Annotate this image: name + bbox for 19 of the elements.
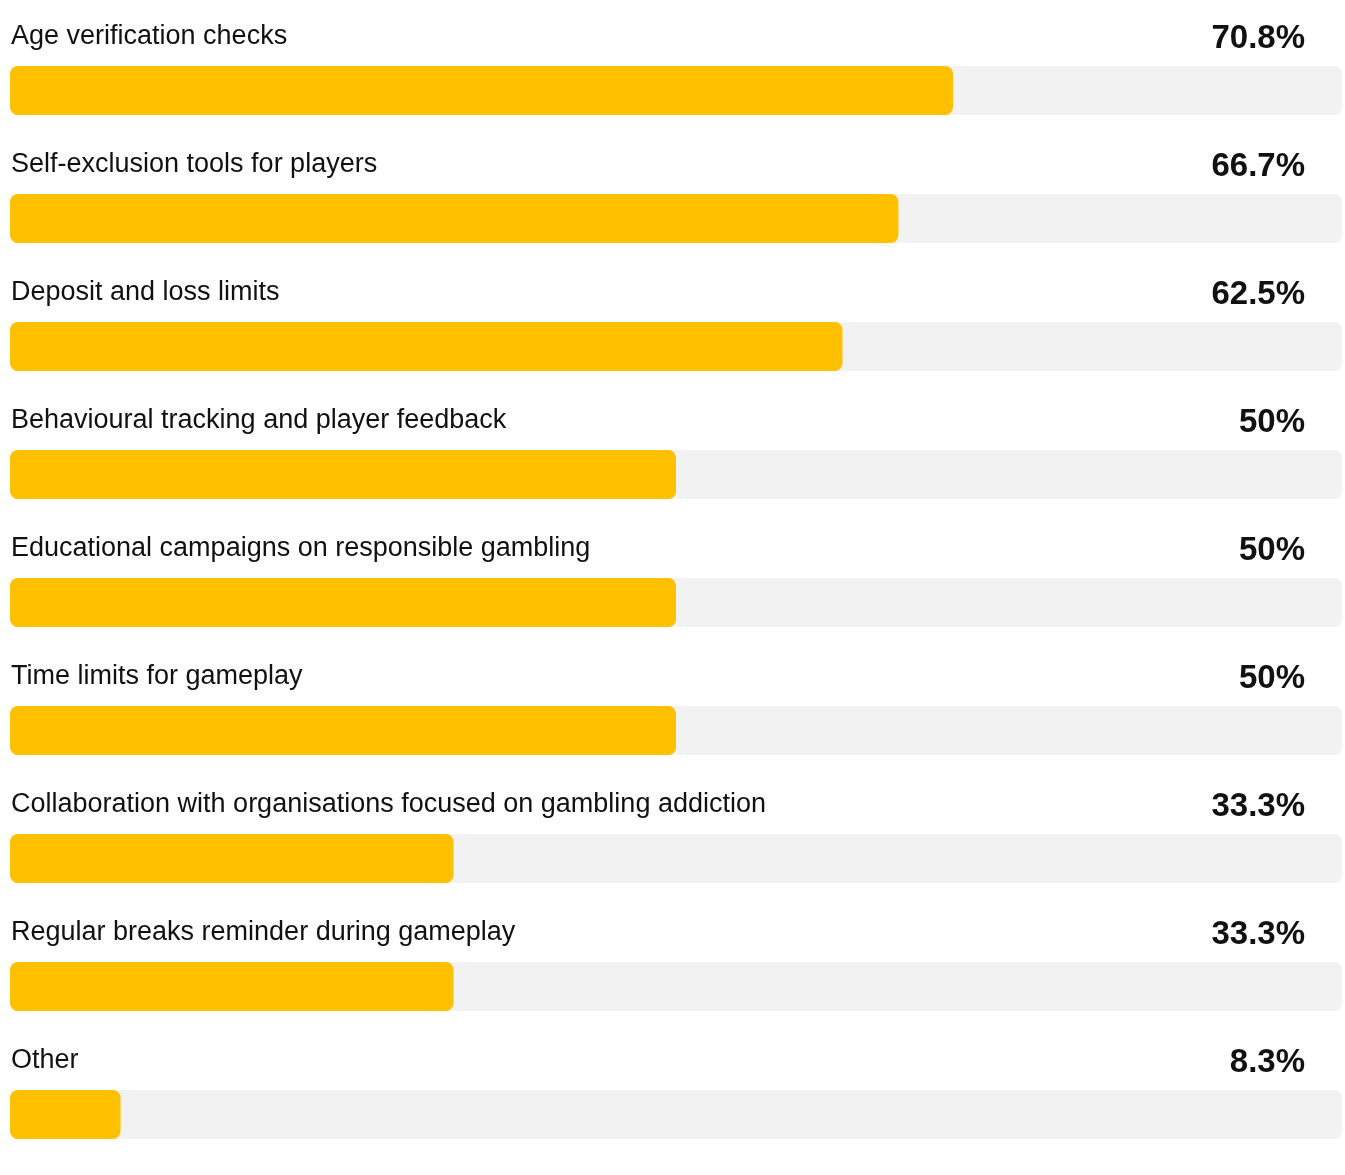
y-tick-label: Regular breaks reminder during gameplay	[11, 916, 516, 946]
y-tick-label: Other	[11, 1044, 79, 1074]
y-tick-label: Age verification checks	[11, 20, 288, 50]
data-label: 33.3%	[1211, 914, 1305, 951]
data-label: 50%	[1238, 658, 1305, 695]
data-label: 66.7%	[1211, 146, 1305, 183]
bar	[10, 1090, 121, 1139]
y-tick-label: Deposit and loss limits	[11, 276, 280, 306]
data-label: 70.8%	[1211, 18, 1305, 55]
data-label: 50%	[1238, 530, 1305, 567]
data-label: 8.3%	[1229, 1042, 1305, 1079]
data-label: 62.5%	[1211, 274, 1305, 311]
y-tick-label: Behavioural tracking and player feedback	[11, 404, 507, 434]
y-tick-label: Self-exclusion tools for players	[11, 148, 378, 178]
data-label: 33.3%	[1211, 786, 1305, 823]
y-tick-label: Time limits for gameplay	[11, 660, 304, 690]
y-tick-label: Collaboration with organisations focused on gambling addiction	[11, 788, 766, 818]
data-label: 50%	[1238, 402, 1305, 439]
y-tick-label: Educational campaigns on responsible gambling	[11, 532, 591, 562]
